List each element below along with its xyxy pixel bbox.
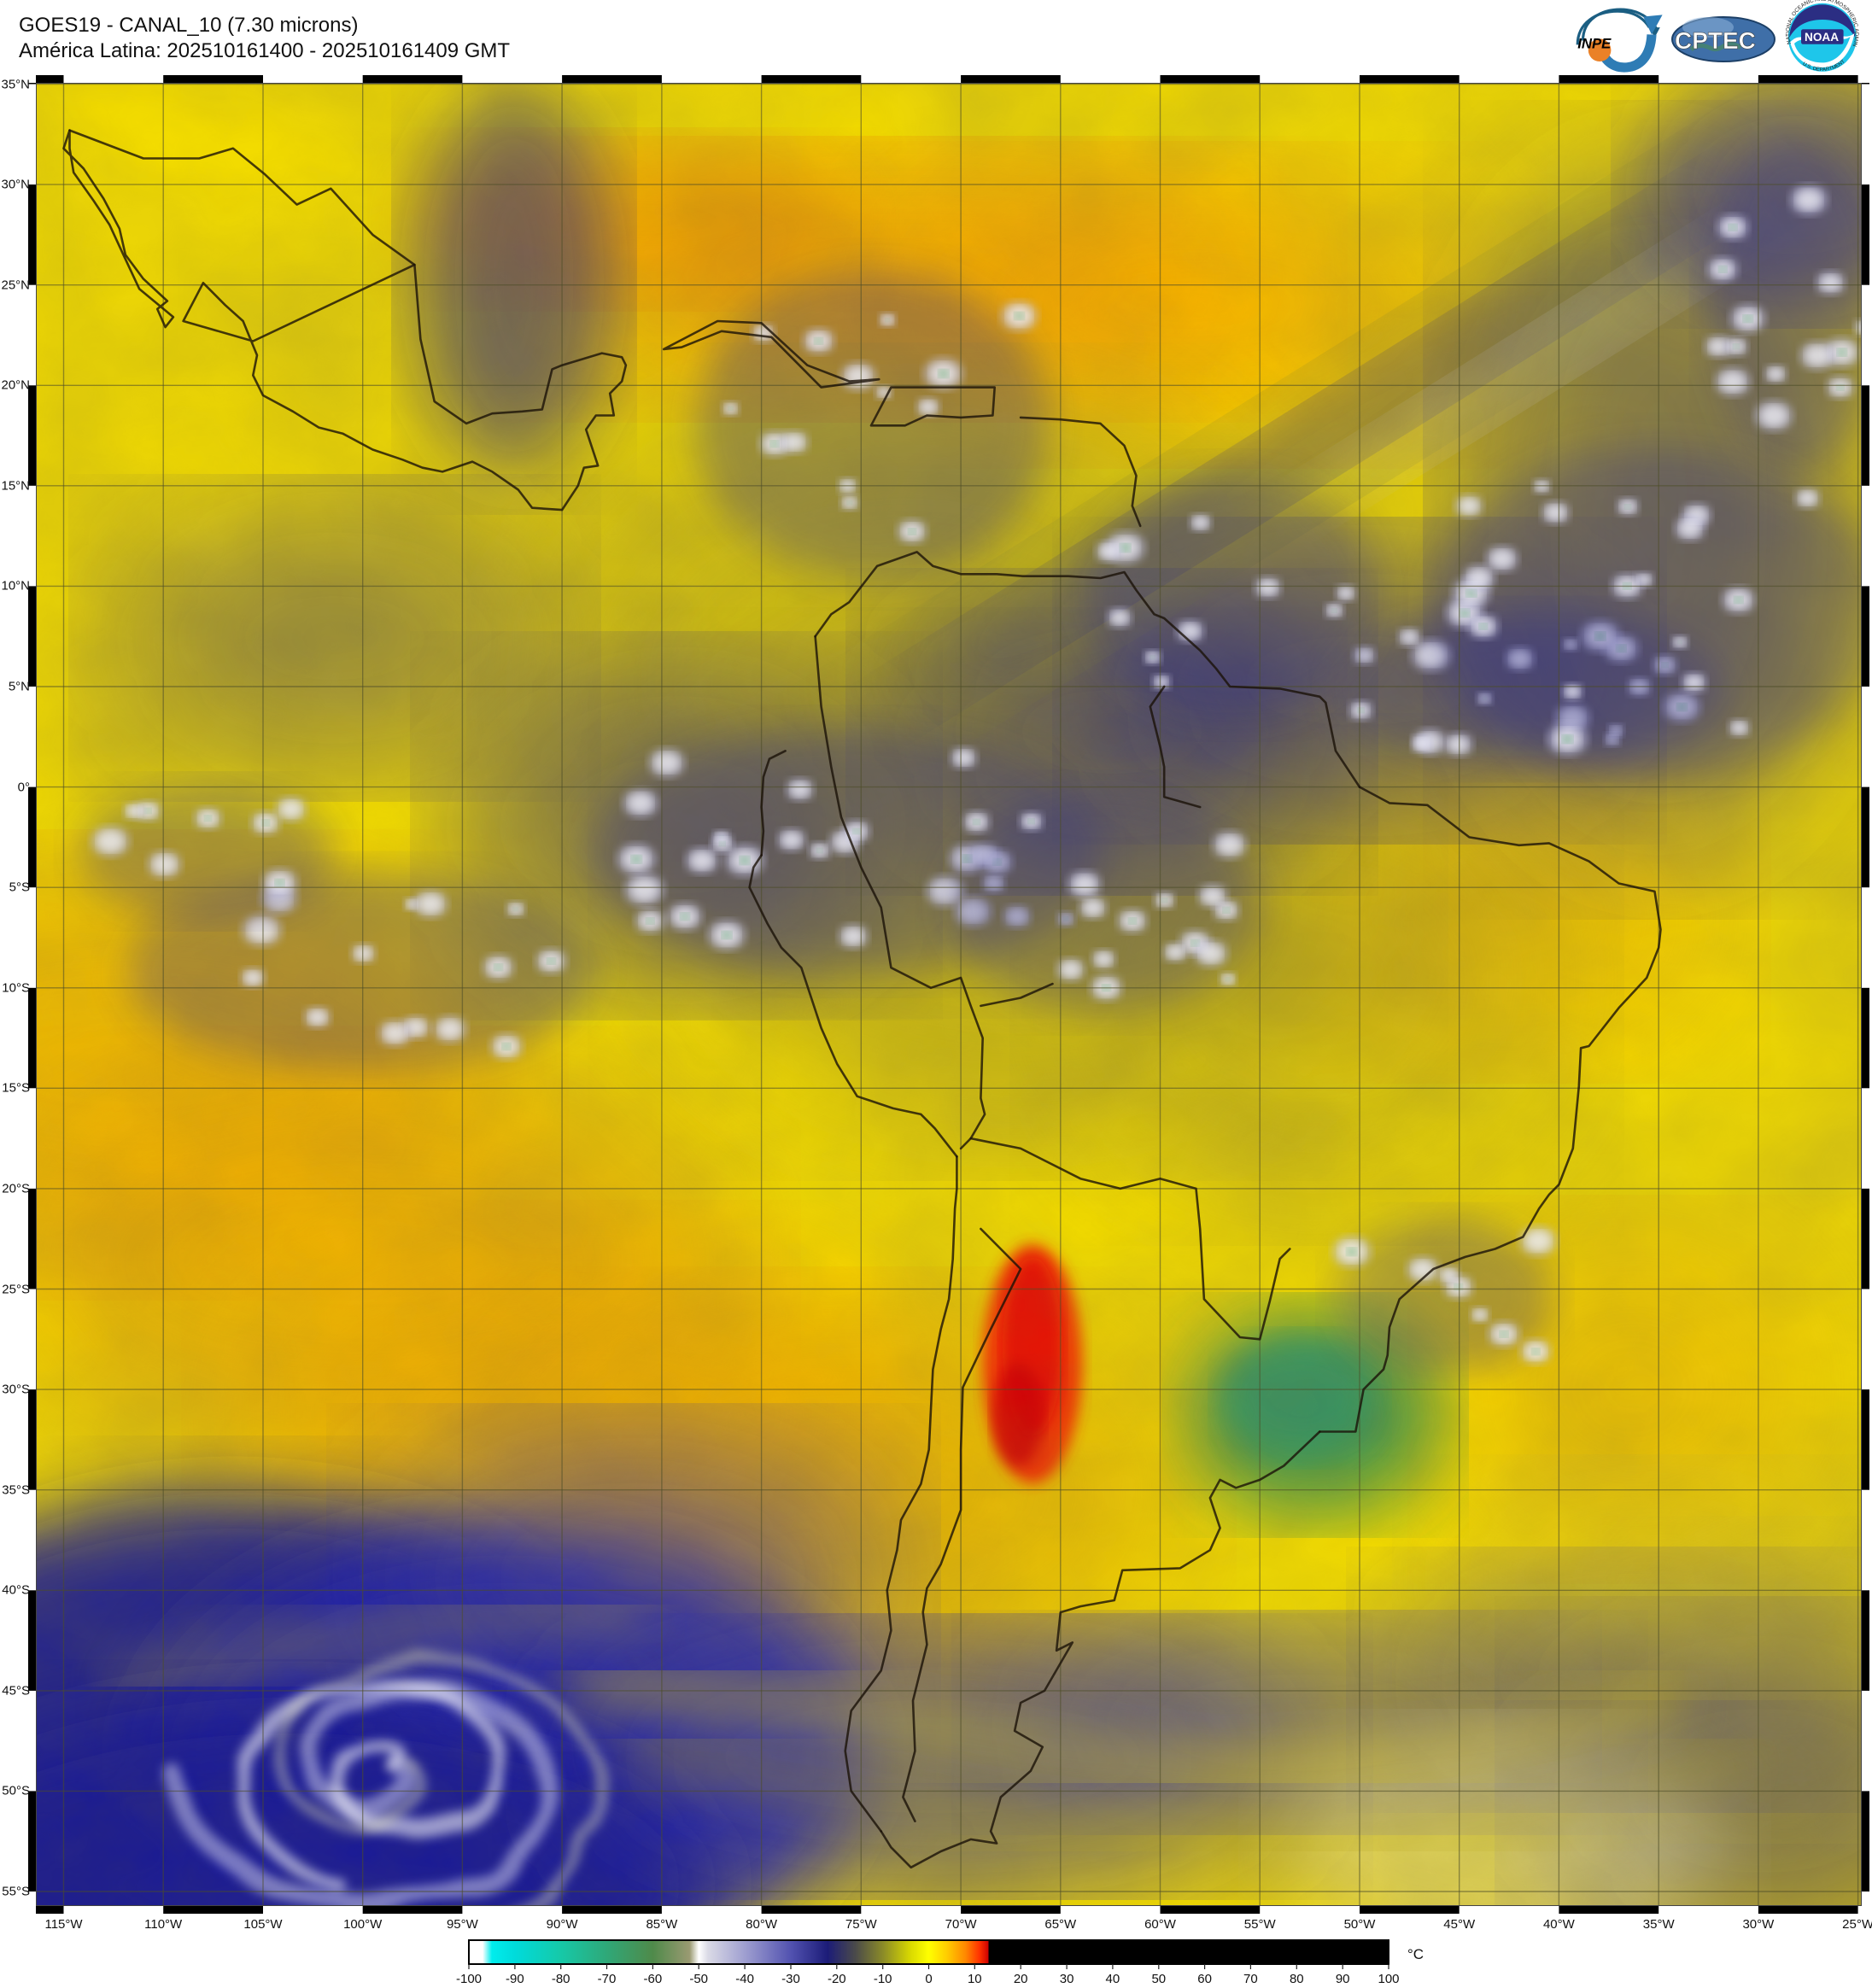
svg-text:INPE: INPE (1577, 36, 1612, 52)
svg-text:CPTEC: CPTEC (1675, 27, 1756, 54)
svg-text:NOAA: NOAA (1805, 31, 1839, 44)
